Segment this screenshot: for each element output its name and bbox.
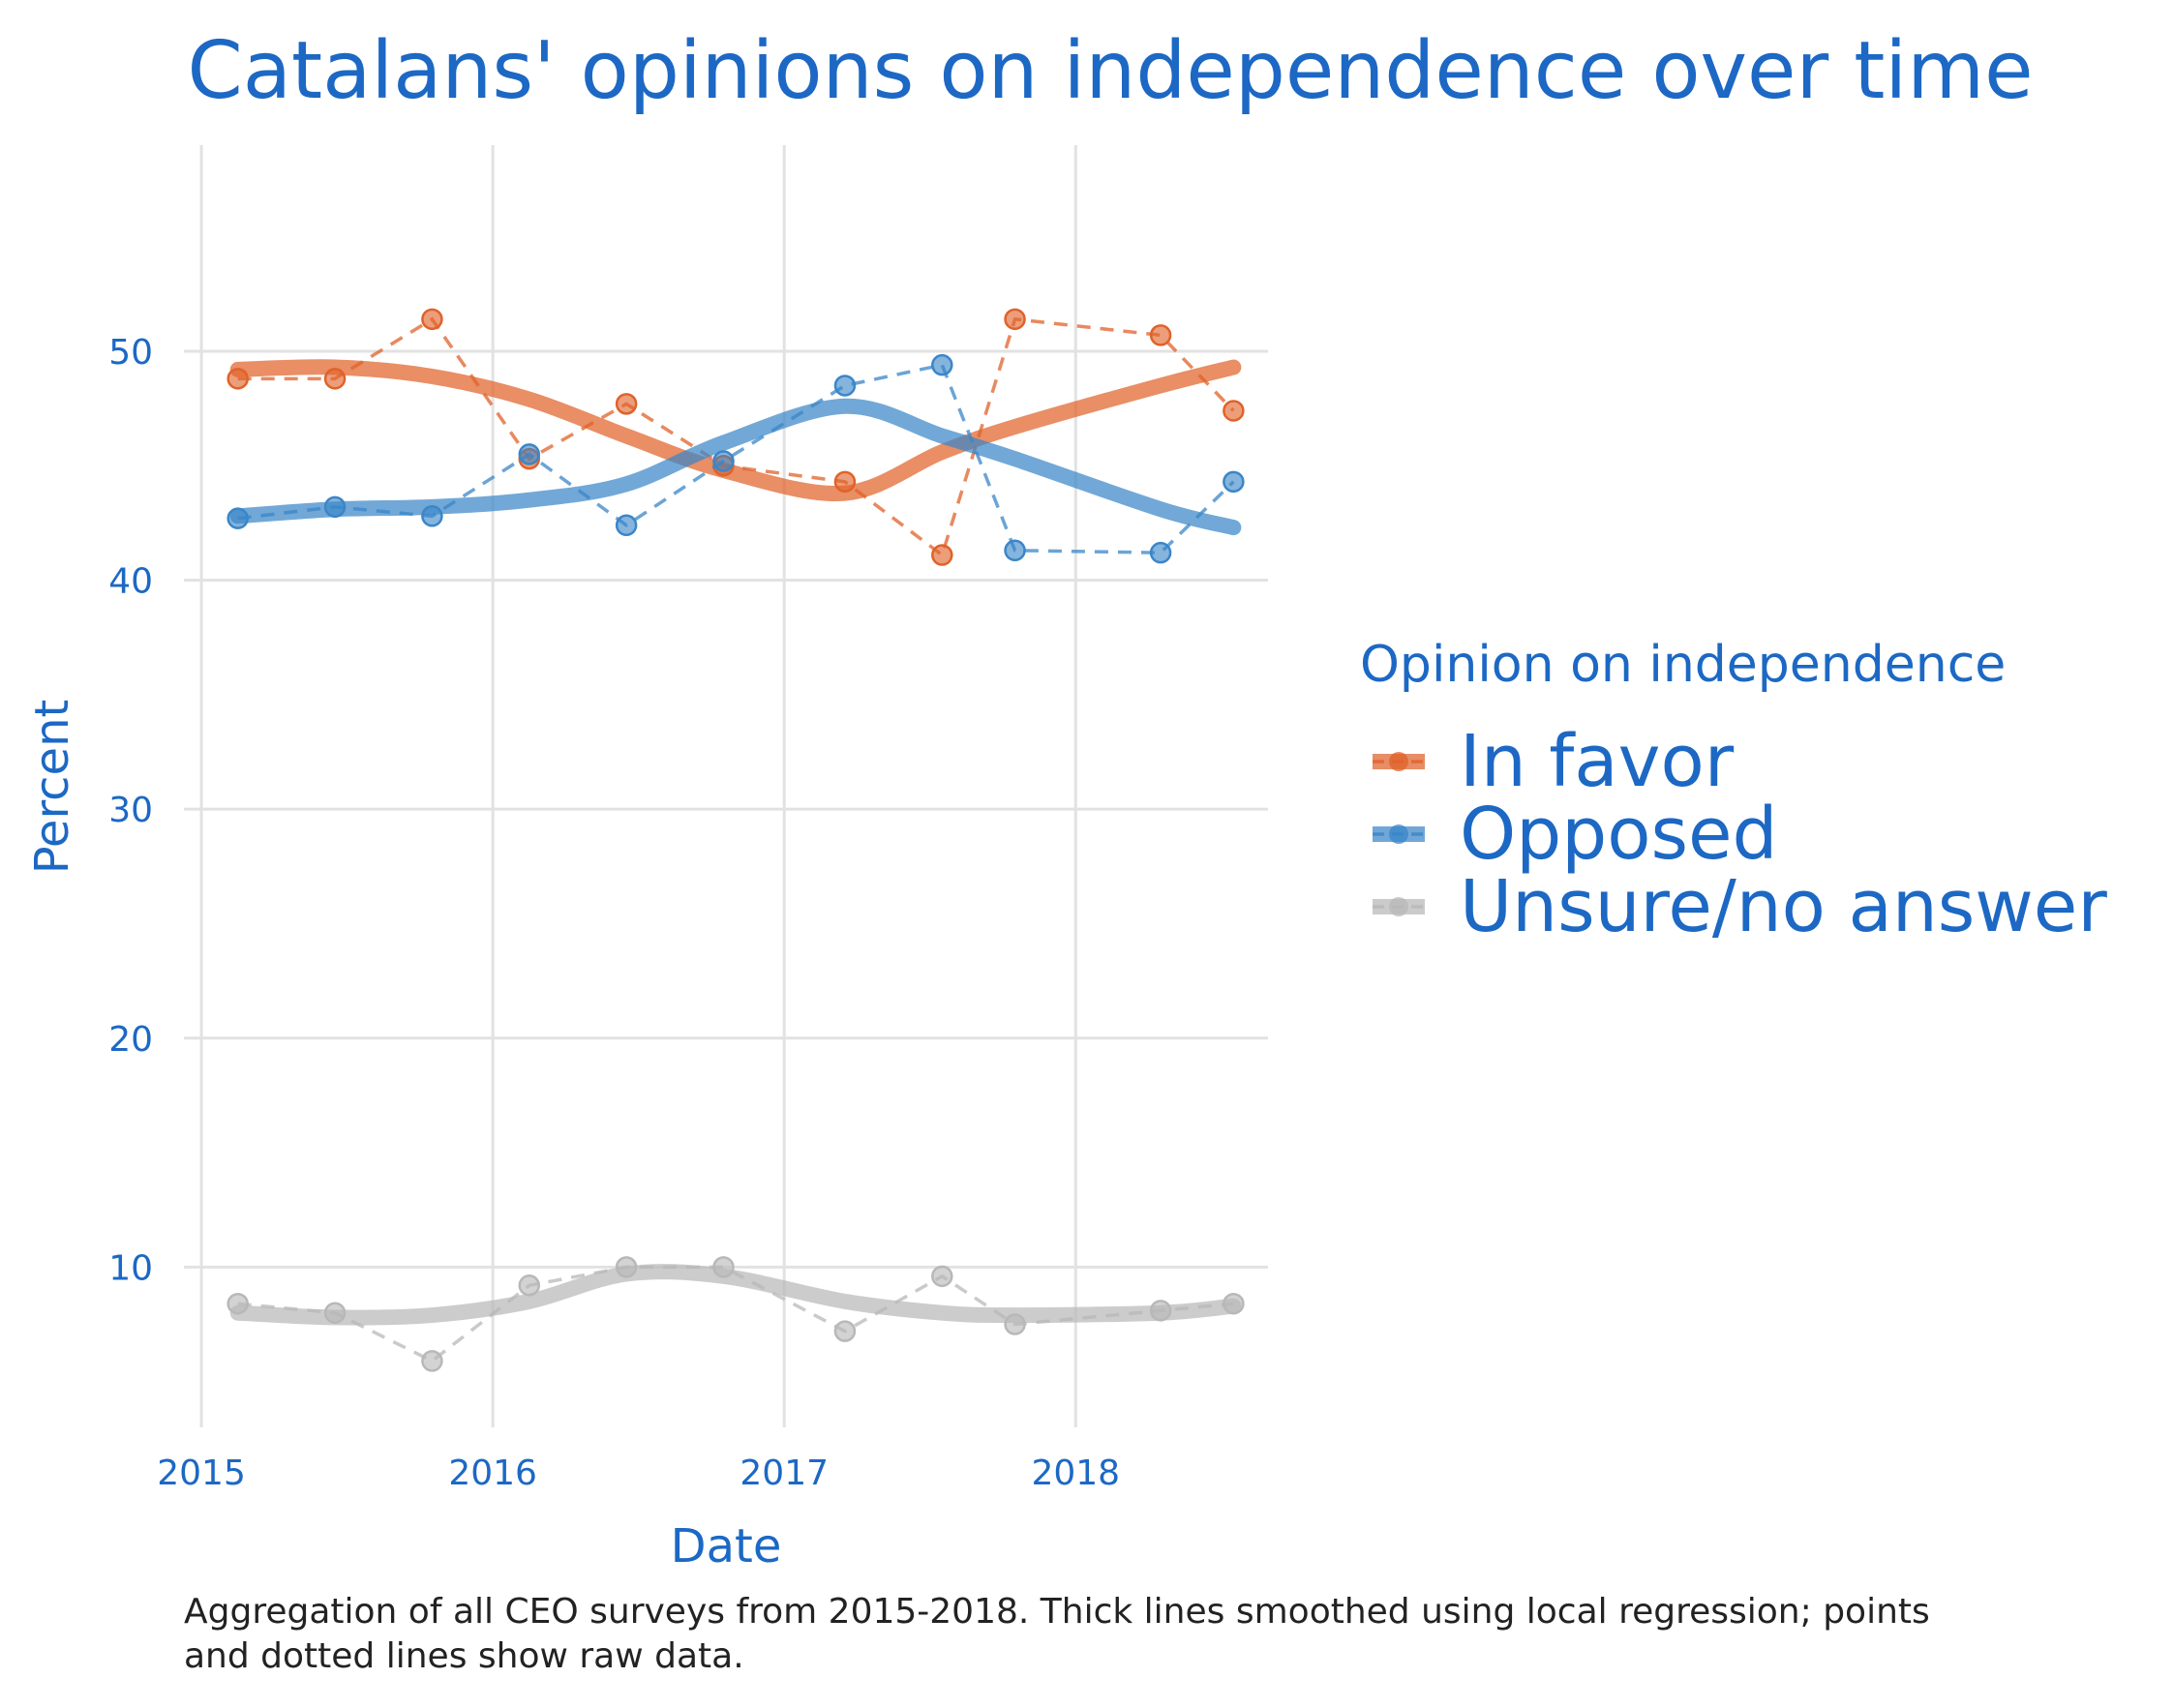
x-tick-label: 2016 <box>448 1453 537 1493</box>
chart-title: Catalans' opinions on independence over … <box>187 25 2033 117</box>
x-axis-label: Date <box>671 1519 782 1573</box>
data-point <box>712 450 735 472</box>
data-point <box>421 1350 443 1372</box>
smooth-line <box>229 398 1242 536</box>
series-opposed <box>226 353 1245 564</box>
data-point <box>931 544 953 566</box>
y-tick-label: 30 <box>108 791 153 830</box>
data-point <box>931 353 953 376</box>
y-tick-label: 40 <box>108 562 153 602</box>
data-point <box>421 505 443 527</box>
x-tick-label: 2017 <box>740 1453 829 1493</box>
raw-line <box>237 363 1235 554</box>
data-point <box>712 1256 735 1278</box>
data-point <box>615 1256 638 1278</box>
y-axis-label: Percent <box>25 700 79 875</box>
data-point <box>1149 541 1172 564</box>
data-point <box>1223 400 1245 422</box>
data-point <box>615 514 638 537</box>
data-point <box>323 495 347 519</box>
legend-label-unsure-no-answer: Unsure/no answer <box>1460 865 2107 948</box>
data-point <box>1004 308 1026 331</box>
legend: Opinion on independence In favorOpposedU… <box>1360 636 2107 948</box>
data-point <box>1223 470 1245 494</box>
caption-line-1: Aggregation of all CEO surveys from 2015… <box>184 1592 1930 1632</box>
data-point <box>226 1292 249 1315</box>
data-point <box>833 1320 857 1342</box>
data-point <box>1223 1292 1245 1315</box>
data-point <box>323 1302 347 1324</box>
data-point <box>833 470 857 494</box>
data-point <box>421 308 443 331</box>
data-point <box>226 368 249 390</box>
legend-label-in-favor: In favor <box>1460 720 1735 803</box>
data-point <box>518 1274 541 1297</box>
data-point <box>1149 324 1172 346</box>
y-tick-label: 50 <box>108 333 153 373</box>
data-point <box>931 1265 953 1288</box>
legend-key-point-in-favor <box>1389 752 1408 771</box>
legend-title: Opinion on independence <box>1360 636 2006 694</box>
y-axis-ticks: 10 20 30 40 50 <box>108 333 153 1288</box>
smooth-line <box>229 1264 1242 1326</box>
data-point <box>1004 539 1026 562</box>
series-layer <box>226 308 1245 1372</box>
series-unsure-no-answer <box>226 1256 1245 1372</box>
grid <box>184 145 1268 1427</box>
legend-key-point-opposed <box>1389 824 1408 844</box>
legend-key-point-unsure-no-answer <box>1389 897 1408 916</box>
y-tick-label: 10 <box>108 1248 153 1288</box>
x-tick-label: 2018 <box>1031 1453 1120 1493</box>
y-tick-label: 20 <box>108 1020 153 1060</box>
data-point <box>323 368 347 390</box>
data-point <box>226 507 249 529</box>
data-point <box>1149 1300 1172 1322</box>
data-point <box>1004 1313 1026 1335</box>
legend-label-opposed: Opposed <box>1460 793 1778 876</box>
x-axis-ticks: 2015 2016 2017 2018 <box>157 1453 1120 1493</box>
x-tick-label: 2015 <box>157 1453 246 1493</box>
data-point <box>518 443 541 465</box>
data-point <box>615 393 638 415</box>
caption-line-2: and dotted lines show raw data. <box>184 1636 744 1676</box>
data-point <box>833 375 857 397</box>
raw-line <box>237 1265 1234 1363</box>
